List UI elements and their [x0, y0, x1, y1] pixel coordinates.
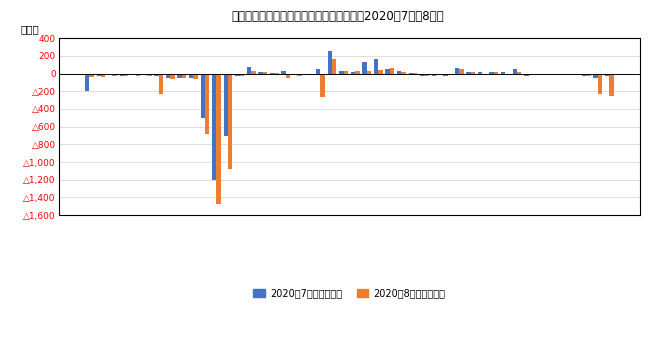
Bar	[443, 74, 448, 76]
Bar	[189, 74, 193, 78]
Bar	[154, 74, 159, 76]
Bar	[200, 74, 205, 118]
Bar	[205, 74, 209, 134]
Bar	[540, 74, 545, 75]
Bar	[320, 74, 325, 98]
Bar	[305, 74, 309, 75]
Bar	[378, 70, 383, 74]
Bar	[385, 69, 390, 74]
Bar	[193, 74, 198, 79]
Bar	[575, 74, 579, 75]
Bar	[471, 72, 475, 74]
Bar	[374, 59, 378, 74]
Bar	[136, 74, 140, 76]
Bar	[420, 74, 424, 76]
Bar	[494, 72, 499, 74]
Bar	[274, 73, 279, 74]
Bar	[297, 74, 302, 76]
Bar	[436, 74, 441, 75]
Bar	[170, 74, 175, 79]
Bar	[182, 74, 186, 78]
Bar	[536, 74, 540, 75]
Bar	[143, 74, 147, 75]
Bar	[482, 74, 487, 75]
Bar	[570, 74, 575, 75]
Bar	[247, 67, 251, 74]
Bar	[448, 74, 452, 75]
Bar	[605, 74, 610, 76]
Bar	[216, 74, 221, 204]
Bar	[224, 74, 228, 135]
Bar	[212, 74, 216, 180]
Bar	[124, 74, 129, 76]
Bar	[610, 74, 614, 96]
Bar	[397, 71, 402, 74]
Bar	[528, 74, 533, 75]
Bar	[112, 74, 117, 76]
Bar	[362, 62, 367, 74]
Bar	[332, 59, 337, 74]
Bar	[351, 72, 355, 74]
Bar	[263, 72, 267, 74]
Bar	[270, 73, 274, 74]
Bar	[316, 69, 320, 74]
Bar	[413, 73, 417, 74]
Bar	[501, 72, 506, 74]
Bar	[235, 74, 240, 76]
Bar	[582, 74, 586, 76]
Bar	[586, 74, 591, 76]
Text: （人）: （人）	[21, 25, 40, 35]
Bar	[101, 74, 105, 77]
Bar	[432, 74, 436, 76]
Bar	[339, 71, 344, 74]
Bar	[506, 74, 510, 75]
Text: 【図４】東京都の転入超過数（他道府県、2020年7月・8月）: 【図４】東京都の転入超過数（他道府県、2020年7月・8月）	[231, 10, 445, 23]
Bar	[166, 74, 170, 78]
Bar	[355, 71, 359, 74]
Bar	[228, 74, 233, 169]
Bar	[524, 74, 528, 76]
Bar	[547, 74, 552, 75]
Bar	[147, 74, 151, 76]
Bar	[455, 68, 459, 74]
Bar	[159, 74, 163, 94]
Bar	[293, 74, 297, 75]
Bar	[513, 69, 517, 74]
Bar	[559, 74, 563, 75]
Bar	[489, 72, 494, 74]
Bar	[309, 74, 313, 75]
Bar	[367, 71, 371, 74]
Bar	[96, 74, 101, 76]
Bar	[131, 74, 136, 75]
Bar	[478, 72, 482, 74]
Bar	[563, 74, 567, 75]
Bar	[286, 74, 290, 78]
Bar	[344, 71, 348, 74]
Bar	[85, 74, 89, 91]
Bar	[409, 73, 413, 74]
Bar	[459, 69, 463, 74]
Bar	[593, 74, 598, 78]
Bar	[177, 74, 182, 78]
Legend: 2020年7月転入超過数, 2020年8月転入超過数: 2020年7月転入超過数, 2020年8月転入超過数	[250, 285, 449, 302]
Bar	[89, 74, 94, 77]
Bar	[120, 74, 124, 76]
Bar	[466, 72, 471, 74]
Bar	[517, 72, 521, 74]
Bar	[240, 74, 244, 76]
Bar	[328, 51, 332, 74]
Bar	[390, 68, 394, 74]
Bar	[552, 74, 556, 75]
Bar	[251, 71, 255, 74]
Bar	[258, 72, 263, 74]
Bar	[108, 74, 112, 75]
Bar	[424, 74, 429, 76]
Bar	[598, 74, 603, 94]
Bar	[281, 71, 286, 74]
Bar	[402, 72, 406, 74]
